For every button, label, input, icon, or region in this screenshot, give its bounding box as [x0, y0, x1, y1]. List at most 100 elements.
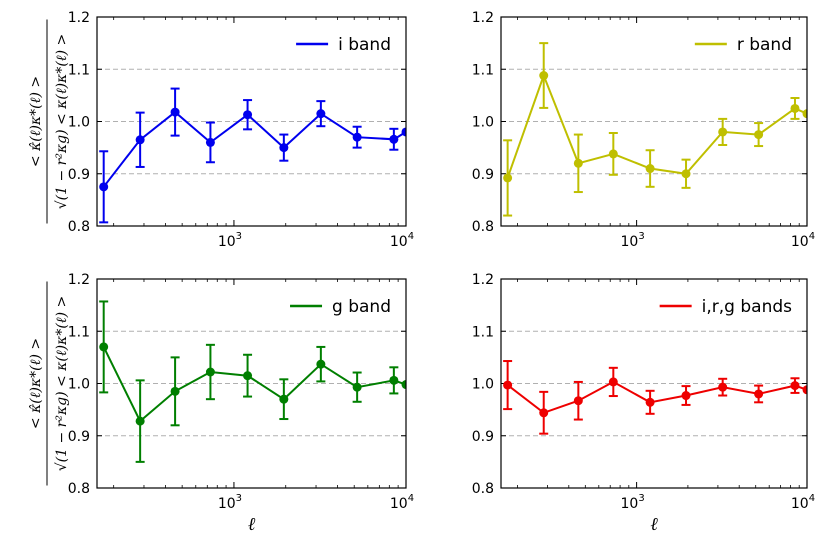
series-group: [503, 42, 807, 217]
series-group: [99, 300, 406, 463]
data-point: [99, 182, 109, 192]
y-axis-label: < κ̂(ℓ)κ*(ℓ) > √(1 − r²κg) < κ(ℓ)κ*(ℓ) >: [28, 281, 70, 486]
data-point: [503, 380, 513, 390]
data-point: [645, 397, 655, 407]
data-point: [316, 359, 326, 369]
data-point: [645, 164, 655, 174]
y-label-numerator: < κ̂(ℓ)κ*(ℓ) >: [28, 76, 44, 167]
panel-top-left: 0.8 0.9 1.0 1.1 1.2 103 104 i band < κ̂(ℓ)κ*(ℓ) …: [28, 10, 414, 250]
data-point: [718, 127, 728, 137]
data-point: [243, 371, 253, 381]
data-point: [170, 107, 180, 117]
data-point: [401, 380, 406, 390]
data-point: [205, 137, 215, 147]
axes-frame: [96, 16, 407, 227]
y-tick-label: 0.9: [68, 429, 90, 445]
data-point: [754, 389, 764, 399]
y-tick-label: 0.9: [472, 167, 494, 183]
x-tick-label: 104: [791, 493, 815, 512]
series-line: [506, 72, 807, 179]
data-point: [352, 132, 362, 142]
data-point: [352, 382, 362, 392]
panel-top-right: 0.8 0.9 1.0 1.1 1.2 103 104 r band: [472, 10, 815, 250]
data-point: [718, 382, 728, 392]
data-point: [389, 375, 399, 385]
y-tick-label: 1.2: [472, 10, 494, 26]
axes-frame: [500, 278, 808, 489]
data-point: [802, 109, 807, 119]
data-point: [573, 396, 583, 406]
data-point: [401, 127, 406, 137]
data-point: [503, 173, 513, 183]
y-tick-label: 0.8: [68, 481, 90, 497]
legend-label: r band: [737, 35, 792, 55]
data-point: [790, 103, 800, 113]
y-tick-label: 0.8: [472, 219, 494, 235]
panel-bottom-left: 0.8 0.9 1.0 1.1 1.2 103 104 g band ℓ < κ̂(ℓ)κ*(ℓ)…: [28, 272, 414, 535]
legend: i band: [296, 35, 391, 55]
y-tick-label: 0.9: [68, 167, 90, 183]
x-axis-label: ℓ: [650, 514, 658, 535]
y-tick-label: 1.1: [68, 62, 90, 78]
data-point: [754, 130, 764, 140]
y-tick-label: 0.8: [472, 481, 494, 497]
y-tick-label: 1.1: [472, 324, 494, 340]
legend-label: g band: [332, 297, 391, 317]
data-point: [539, 71, 549, 81]
x-tick-label: 104: [390, 493, 414, 512]
data-point: [279, 394, 289, 404]
series-group: [99, 87, 406, 224]
data-point: [243, 110, 253, 120]
legend: r band: [694, 35, 792, 55]
y-tick-label: 1.0: [68, 115, 90, 131]
y-label-denominator: √(1 − r²κg) < κ(ℓ)κ*(ℓ) >: [54, 34, 70, 210]
x-tick-label: 103: [218, 493, 242, 512]
data-point: [389, 134, 399, 144]
x-tick-label: 103: [621, 231, 645, 250]
x-axis-label: ℓ: [248, 514, 256, 535]
y-tick-label: 1.2: [472, 272, 494, 288]
data-point: [681, 169, 691, 179]
y-axis-label: < κ̂(ℓ)κ*(ℓ) > √(1 − r²κg) < κ(ℓ)κ*(ℓ) >: [28, 19, 70, 224]
y-tick-label: 1.1: [68, 324, 90, 340]
data-point: [205, 367, 215, 377]
data-point: [316, 109, 326, 119]
data-point: [790, 381, 800, 391]
x-tick-label: 103: [621, 493, 645, 512]
axes-frame: [96, 278, 407, 489]
data-point: [135, 416, 145, 426]
y-tick-label: 1.0: [472, 115, 494, 131]
data-point: [608, 149, 618, 159]
series-line: [102, 346, 406, 423]
data-point: [99, 342, 109, 352]
legend: i,r,g bands: [659, 297, 792, 317]
y-tick-label: 1.1: [472, 62, 494, 78]
y-tick-label: 0.8: [68, 219, 90, 235]
data-point: [279, 143, 289, 153]
x-tick-label: 103: [218, 231, 242, 250]
legend-label: i,r,g bands: [702, 297, 792, 317]
y-label-denominator: √(1 − r²κg) < κ(ℓ)κ*(ℓ) >: [54, 296, 70, 472]
data-point: [170, 386, 180, 396]
y-tick-label: 1.2: [68, 10, 90, 26]
data-point: [608, 377, 618, 387]
series-line: [506, 380, 807, 414]
data-point: [135, 135, 145, 145]
y-tick-label: 1.0: [68, 377, 90, 393]
panel-bottom-right: 0.8 0.9 1.0 1.1 1.2 103 104 i,r,g bands ℓ: [472, 272, 815, 535]
legend: g band: [290, 297, 391, 317]
y-tick-label: 1.2: [68, 272, 90, 288]
data-point: [573, 158, 583, 168]
series-line: [102, 110, 406, 188]
legend-label: i band: [338, 35, 391, 55]
y-tick-label: 0.9: [472, 429, 494, 445]
x-tick-label: 104: [791, 231, 815, 250]
axes-frame: [500, 16, 808, 227]
data-point: [681, 391, 691, 401]
x-tick-label: 104: [390, 231, 414, 250]
series-group: [503, 360, 807, 435]
data-point: [802, 385, 807, 395]
y-label-numerator: < κ̂(ℓ)κ*(ℓ) >: [28, 338, 44, 429]
data-point: [539, 408, 549, 418]
